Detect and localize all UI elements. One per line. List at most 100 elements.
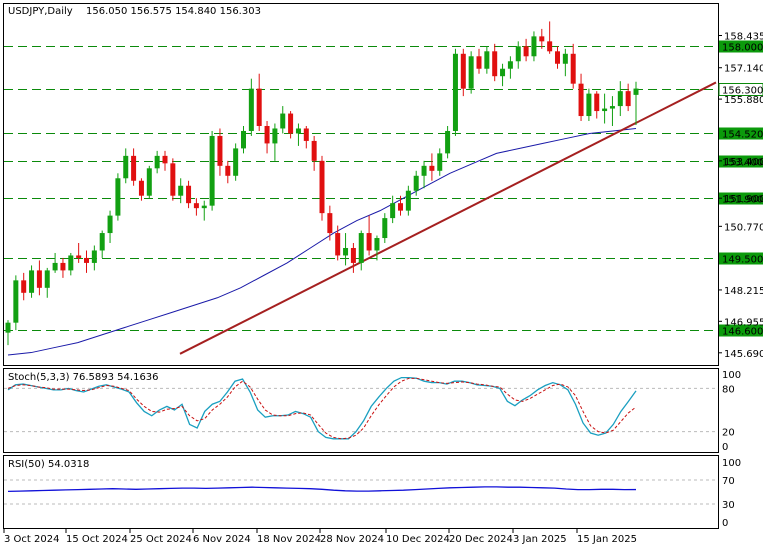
candle-body: [609, 106, 615, 109]
candle-body: [162, 155, 168, 164]
date-tick-label: 28 Nov 2024: [320, 534, 384, 545]
candle-body: [201, 205, 207, 209]
candle-body: [115, 178, 121, 216]
level-label-box: [719, 324, 763, 337]
candle-body: [319, 160, 325, 214]
candle-body: [178, 185, 184, 196]
candle-body: [264, 125, 270, 144]
moving-average: [7, 127, 637, 356]
candle-body: [625, 91, 631, 107]
series-line: [7, 377, 637, 440]
candle-body: [586, 93, 592, 117]
candle-body: [13, 280, 19, 323]
price-pane-frame: [3, 3, 719, 366]
candle-body: [507, 61, 513, 69]
stochastic-title: Stoch(5,3,3) 76.5893 54.1636: [8, 372, 159, 383]
candle-body: [295, 128, 301, 134]
candle-body: [29, 270, 35, 293]
trendline-line: [179, 81, 717, 355]
candle-body: [358, 233, 364, 263]
candle-body: [350, 247, 356, 263]
level-label-box: [718, 83, 763, 96]
y-tick-label: 0: [722, 442, 728, 453]
symbol-title: USDJPY,Daily: [8, 6, 73, 17]
candle-body: [570, 53, 576, 84]
candle-body: [233, 148, 239, 176]
candle-body: [217, 135, 223, 166]
candle-body: [248, 88, 254, 131]
candle-body: [405, 190, 411, 211]
date-tick-label: 18 Nov 2024: [257, 534, 321, 545]
level-label: 156.300: [722, 86, 763, 97]
candle-body: [343, 247, 349, 256]
candle-body: [303, 128, 309, 141]
level-label: 153.400: [722, 158, 763, 169]
candle-body: [460, 53, 466, 89]
candle-body: [131, 155, 137, 181]
candle-body: [492, 51, 498, 77]
stochastic-lines: 100 80 20 0: [4, 370, 741, 453]
ohlc-values: 156.050 156.575 154.840 156.303: [86, 6, 261, 17]
candle-body: [146, 168, 152, 196]
candle-body: [398, 203, 403, 211]
price-tick-label: 158.435: [724, 31, 763, 42]
candle-body: [107, 215, 113, 234]
candle-body: [633, 88, 639, 95]
candle-body: [123, 155, 129, 179]
candle-body: [539, 36, 545, 42]
date-axis: 3 Oct 2024 15 Oct 2024 25 Oct 2024 6 Nov 20…: [3, 529, 637, 545]
candle-body: [555, 51, 560, 64]
price-tick-label: 151.900: [724, 194, 763, 205]
candle-body: [311, 140, 317, 161]
candle-body: [578, 83, 584, 117]
candle-body: [154, 155, 160, 169]
candle-body: [437, 153, 443, 171]
date-tick-label: 3 Jan 2025: [513, 534, 567, 545]
candle-body: [52, 262, 58, 271]
candle-body: [272, 128, 278, 144]
rsi-lines: 100 70 30 0: [4, 458, 741, 529]
level-label: 146.600: [722, 327, 763, 338]
candle-body: [327, 213, 333, 234]
candle-body: [68, 255, 74, 271]
date-tick-label: 10 Dec 2024: [386, 534, 450, 545]
candle-body: [44, 270, 50, 288]
level-label-box: [719, 155, 763, 168]
date-tick-label: 15 Jan 2025: [577, 534, 637, 545]
candle-body: [186, 185, 192, 204]
candle-body: [280, 113, 286, 129]
candle-body: [256, 88, 262, 126]
date-tick-label: 20 Dec 2024: [449, 534, 513, 545]
candle-body: [531, 36, 537, 57]
price-tick-label: 146.955: [724, 317, 763, 328]
level-label: 154.520: [722, 130, 763, 141]
candle-body: [445, 130, 451, 154]
candle-body: [193, 203, 199, 209]
stochastic-pane-frame: [3, 368, 719, 453]
candle-body: [594, 93, 600, 112]
level-label-box: [719, 252, 763, 265]
candle-body: [382, 218, 388, 239]
trendline: [179, 81, 717, 355]
price-axis: 158.000 156.300 154.520 153.400 151.900 149.5…: [718, 31, 763, 360]
candle-body: [413, 175, 419, 191]
candle-body: [5, 322, 11, 333]
candle-body: [91, 250, 97, 263]
candle-body: [484, 51, 490, 69]
level-label-box: [719, 192, 763, 205]
level-label: 151.900: [722, 195, 763, 206]
candle-body: [60, 262, 66, 271]
candle-body: [452, 53, 458, 131]
date-tick-label: 3 Oct 2024: [4, 534, 59, 545]
candle-body: [500, 68, 506, 77]
price-tick-label: 155.880: [724, 95, 763, 106]
candle-body: [476, 56, 482, 69]
candle-body: [515, 46, 521, 62]
y-tick-label: 100: [722, 458, 741, 469]
candle-body: [468, 56, 474, 89]
candle-body: [421, 165, 427, 176]
candle-body: [170, 163, 176, 196]
candle-body: [523, 46, 529, 57]
candle-body: [335, 233, 341, 256]
